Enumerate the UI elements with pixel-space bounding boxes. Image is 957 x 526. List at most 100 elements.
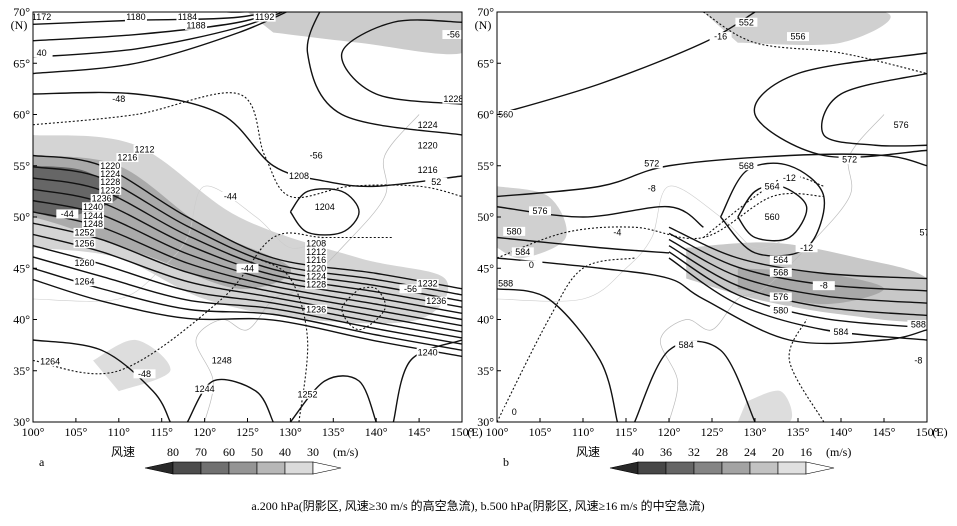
x-tick-label: 130° (744, 425, 767, 439)
contour-label-bg (916, 227, 927, 237)
y-unit: (N) (11, 18, 28, 32)
contour-label: 1184 (178, 12, 197, 22)
contour-label: 1220 (306, 263, 326, 273)
x-tick-label: 135° (787, 425, 810, 439)
contour-label-bg (82, 219, 105, 229)
contour (497, 288, 619, 422)
contour-label: -44 (61, 209, 74, 219)
contour-label: -4 (613, 227, 621, 237)
contour-label: 1248 (212, 356, 232, 366)
contour-label: 1264 (40, 357, 60, 367)
legend-swatch (284, 461, 314, 475)
contour (497, 153, 927, 198)
legend-title: 风速 (576, 445, 600, 459)
contour (820, 72, 927, 147)
contour-label-bg (761, 212, 784, 222)
x-tick-label: 110° (108, 425, 131, 439)
dashed-contour (497, 192, 824, 259)
contour-label-bg (709, 32, 732, 42)
contour (33, 267, 462, 351)
y-tick-label: 30° (477, 415, 494, 429)
contour-label: 588 (498, 279, 513, 289)
contour-label: -44 (224, 192, 237, 202)
contour-label-bg (176, 12, 199, 22)
contour-label: 1252 (74, 227, 94, 237)
x-tick-label: 145° (873, 425, 896, 439)
legend-swatch (144, 461, 174, 475)
contour (33, 256, 462, 345)
contour-label: 1264 (74, 277, 94, 287)
contour-label: 1224 (418, 120, 438, 130)
contour (289, 375, 377, 422)
contour (497, 12, 756, 116)
contour-label: 1236 (306, 304, 326, 314)
contour-label: -12 (783, 173, 796, 183)
contour-label: -56 (447, 30, 460, 40)
contour-label-bg (675, 340, 698, 350)
contour-label: 560 (498, 110, 513, 120)
contour-label: 1188 (186, 20, 205, 30)
contour-label-bg (73, 227, 96, 237)
legend-swatch (228, 461, 258, 475)
contour-label-bg (640, 159, 663, 169)
contour-label-bg (305, 271, 328, 281)
contour-label: -48 (138, 369, 151, 379)
contour-label-bg (812, 281, 835, 291)
contour-label-bg (73, 277, 96, 287)
legend-tick-label: 32 (688, 445, 700, 459)
contour-label-bg (778, 173, 801, 183)
contour-label-bg (529, 206, 551, 216)
contour-label: 1256 (74, 239, 94, 249)
y-tick-label: 50° (13, 210, 30, 224)
contour-label: 576 (773, 292, 788, 302)
contour-label-bg (107, 94, 130, 104)
x-tick-label: 105° (64, 425, 87, 439)
dashed-contour (33, 232, 394, 375)
contour-label-bg (907, 356, 927, 365)
x-tick-label: 115° (151, 425, 174, 439)
y-tick-label: 50° (477, 210, 494, 224)
contour-label: 1232 (418, 279, 438, 289)
legend-swatch (609, 461, 639, 475)
contour (737, 184, 808, 242)
contour-label-bg (90, 194, 113, 204)
contour (668, 238, 927, 304)
contour (33, 233, 462, 333)
contour-label-bg (503, 226, 526, 236)
y-tick-label: 40° (13, 313, 30, 327)
legend-unit: (m/s) (826, 445, 851, 459)
x-unit: (E) (467, 425, 482, 439)
x-tick-label: 125° (701, 425, 724, 439)
contour-label: 1192 (255, 12, 274, 22)
contour-label: 556 (790, 32, 805, 42)
contour (213, 12, 251, 13)
contour-label: -44 (241, 263, 254, 273)
contour-label: 560 (765, 212, 780, 222)
y-tick-label: 30° (13, 415, 30, 429)
contour-label: 564 (765, 181, 780, 191)
x-tick-label: 150° (451, 425, 474, 439)
contour-label: 1216 (306, 255, 326, 265)
contour-label-bg (33, 12, 53, 22)
coastline (195, 114, 420, 422)
contour-label-bg (769, 255, 792, 265)
contour (33, 12, 285, 58)
x-tick-label: 130° (279, 425, 302, 439)
contour (633, 340, 756, 422)
contour-label-bg (116, 153, 139, 163)
contour-label-bg (416, 347, 439, 357)
contour (33, 245, 462, 339)
contour-label: 1220 (100, 161, 120, 171)
contour-label-bg (185, 20, 208, 30)
contour-label: -8 (648, 183, 656, 193)
contour-label-bg (442, 94, 462, 104)
contour-label-bg (787, 32, 809, 42)
contour-label: 1240 (418, 347, 438, 357)
x-tick-label: 100° (486, 425, 509, 439)
x-tick-label: 105° (529, 425, 552, 439)
contour-label-bg (99, 161, 122, 171)
contour-label-bg (503, 407, 526, 417)
legend-tick-label: 80 (167, 445, 179, 459)
boundary (33, 185, 325, 302)
contour-label-bg (296, 389, 319, 399)
